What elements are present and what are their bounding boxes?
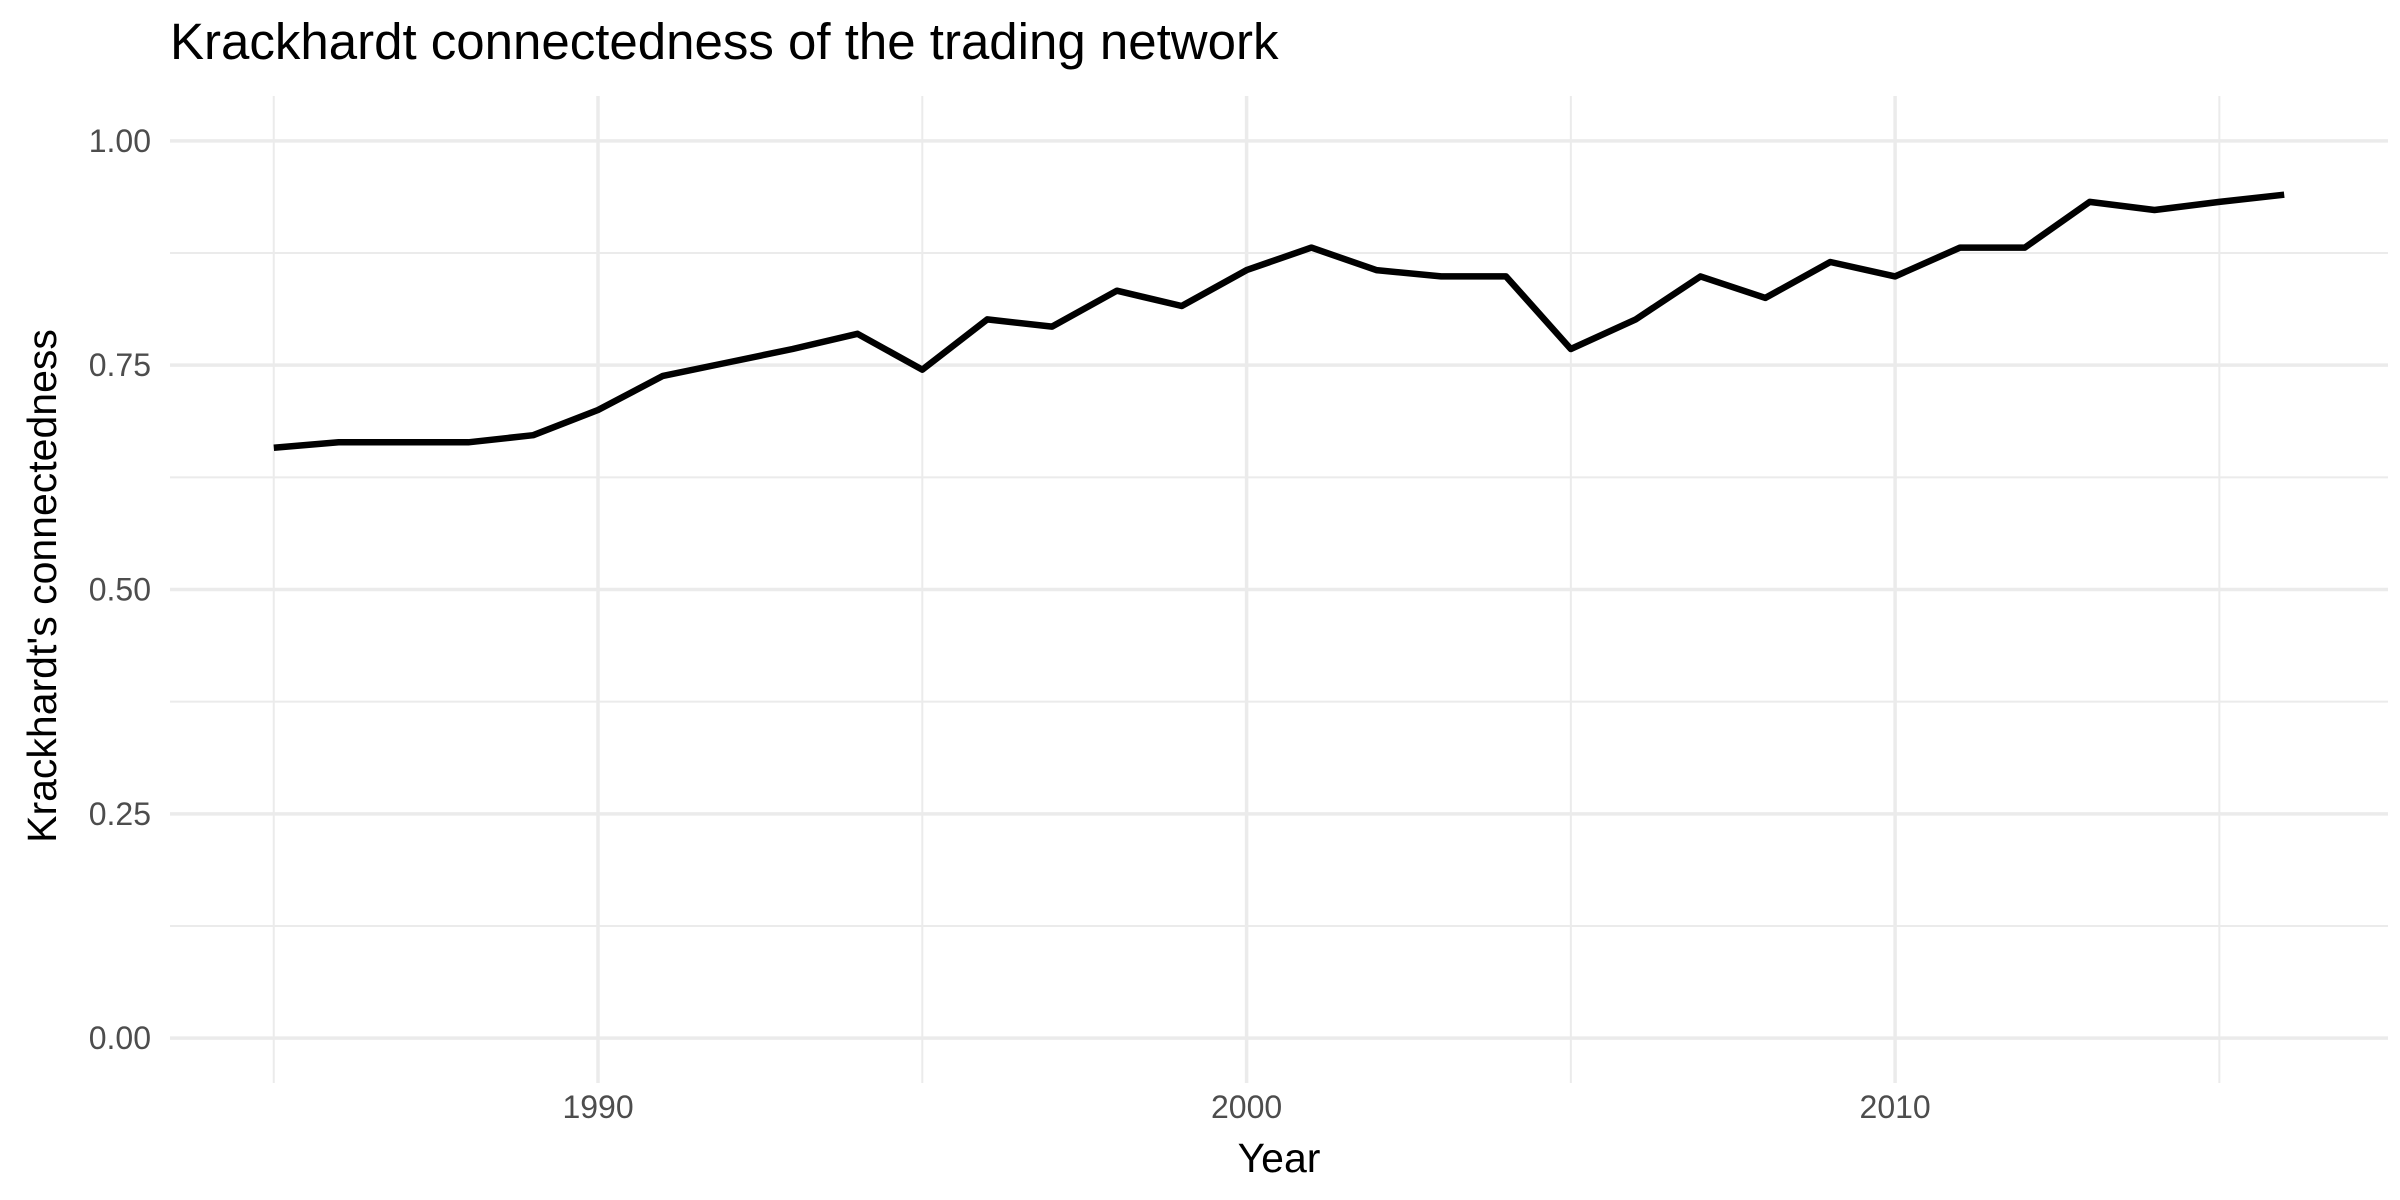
series-line: [273, 191, 2285, 451]
x-axis-tick-labels: 1990 2000 2010: [562, 1089, 1930, 1125]
chart-title: Krackhardt connectedness of the trading …: [170, 13, 1279, 70]
y-tick-label: 0.75: [89, 347, 151, 383]
y-axis-tick-labels: 0.00 0.25 0.50 0.75 1.00: [89, 123, 151, 1056]
x-tick-label: 2010: [1860, 1089, 1931, 1125]
y-tick-label: 1.00: [89, 123, 151, 159]
y-tick-label: 0.50: [89, 572, 151, 608]
x-tick-label: 2000: [1211, 1089, 1282, 1125]
y-tick-label: 0.25: [89, 796, 151, 832]
series-layer: [273, 191, 2285, 451]
y-tick-label: 0.00: [89, 1020, 151, 1056]
y-axis-label: Krackhardt's connectedness: [19, 329, 65, 843]
x-axis-label: Year: [1238, 1135, 1321, 1181]
x-tick-label: 1990: [562, 1089, 633, 1125]
major-gridlines: [170, 96, 2388, 1083]
